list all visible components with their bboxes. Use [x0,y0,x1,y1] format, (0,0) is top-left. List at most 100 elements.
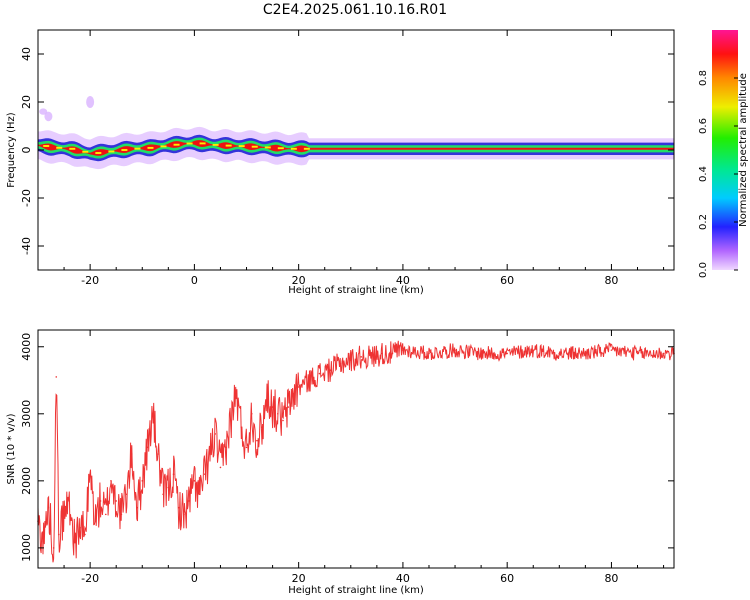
snr-data-point [219,466,222,469]
spectral-peak-highlight [264,146,271,149]
y-tick-label: 1000 [20,534,33,562]
snr-data-point [167,486,170,489]
x-tick-label: 60 [500,274,514,287]
snr-data-point [261,426,263,429]
x-tick-label: 80 [604,274,618,287]
snr-data-point [277,413,279,415]
spectral-peak-highlight [147,146,154,149]
snr-data-point [271,406,274,408]
snr-data-point [209,453,211,455]
snr-data-point [157,453,159,455]
snr-data-point [141,480,144,482]
snr-data-point [224,446,227,449]
spectrogram-y-axis-label: Frequency (Hz) [6,112,17,188]
colorbar-tick-label: 0.2 [698,214,709,230]
snr-data-point [308,379,310,382]
spectral-speck [44,111,53,122]
snr-data-point [198,493,201,496]
snr-data-point [480,352,482,355]
snr-data-point [349,359,352,361]
snr-data-point [115,500,117,502]
spectral-peak-highlight [277,147,284,150]
colorbar-label: Normalized spectral amplitude [738,73,749,227]
snr-data-point [454,349,456,351]
y-tick-label: 4000 [20,333,33,361]
snr-axes: -20 0 20 40 60 80 1000 2000 3000 4000 [20,330,674,585]
spectral-peak-highlight [173,143,180,146]
spectral-peak-highlight [225,144,232,147]
spectrogram-x-axis-label: Height of straight line (km) [288,285,424,296]
snr-data-point [110,480,112,482]
x-tick-label: 40 [396,274,410,287]
snr-data-point [151,413,154,415]
snr-data-point [63,513,65,516]
snr-data-point [292,392,295,395]
spectral-peak-highlight [82,150,89,153]
snr-y-axis-label: SNR (10 * v/v) [6,413,17,484]
y-tick-label: 3000 [20,400,33,428]
snr-data-point [99,500,102,502]
spectral-peak-highlight [121,149,128,151]
snr-data-point [381,352,383,355]
colorbar-tick-label: 0.6 [698,118,709,134]
snr-data-point [89,473,91,475]
snr-data-point [428,352,430,355]
y-tick-label: 20 [20,95,33,109]
spectral-speck [39,108,48,115]
snr-data-point [55,376,58,378]
spectral-peak-highlight [56,146,63,149]
x-tick-label: 0 [191,274,198,287]
snr-data-point [282,419,284,422]
snr-data-point [532,349,535,351]
snr-data-point [172,473,175,475]
snr-data-point [204,473,206,475]
x-tick-label: -20 [81,572,99,585]
snr-data-point [188,500,190,502]
snr-data-point [297,386,300,388]
snr-data-point [370,356,373,358]
snr-data-point [125,493,128,496]
snr-data-point [558,352,561,355]
spectral-peak-highlight [290,147,297,150]
snr-data-point [266,392,269,395]
snr-data-point [402,349,404,351]
snr-frame [37,329,675,569]
snr-data-point [250,413,253,415]
spectral-speck [86,96,95,108]
x-tick-label: 60 [500,572,514,585]
y-tick-label: 2000 [20,467,33,495]
y-tick-label: -40 [20,237,33,255]
snr-data-point [58,533,60,536]
colorbar: 0.0 0.2 0.4 0.6 0.8 Normalized spectral ampl… [698,30,749,278]
snr-data-point [94,520,97,522]
spectral-peak-highlight [186,142,193,145]
spectral-peak-highlight [238,145,245,148]
snr-x-axis-label: Height of straight line (km) [288,585,424,596]
snr-data-point [136,506,138,509]
snr-data-point [183,513,185,516]
spectral-peak-highlight [251,145,258,148]
snr-plot-area [38,330,674,568]
snr-data-point [146,446,149,449]
snr-data-point [131,453,133,455]
colorbar-ticks: 0.0 0.2 0.4 0.6 0.8 [698,70,738,278]
spectral-peak-highlight [199,142,206,145]
colorbar-tick-label: 0.8 [698,70,709,86]
snr-data-point [73,540,76,542]
x-tick-label: -20 [81,274,99,287]
snr-data-point [360,356,363,358]
snr-panel: -20 0 20 40 60 80 1000 2000 3000 4000 Height of s… [6,329,675,596]
snr-data-point [245,446,248,449]
snr-data-point [47,506,50,509]
spectrogram-marks [38,96,674,170]
spectral-peak-highlight [160,145,167,148]
snr-data-point [318,372,321,375]
snr-data-point [662,352,665,355]
spectral-peak-highlight [69,147,76,150]
snr-data-points [37,349,675,549]
snr-data-point [193,480,196,482]
x-tick-label: 20 [292,572,306,585]
colorbar-tick-label: 0.4 [698,166,709,182]
snr-data-point [636,352,639,355]
spectral-core-red [38,140,674,156]
